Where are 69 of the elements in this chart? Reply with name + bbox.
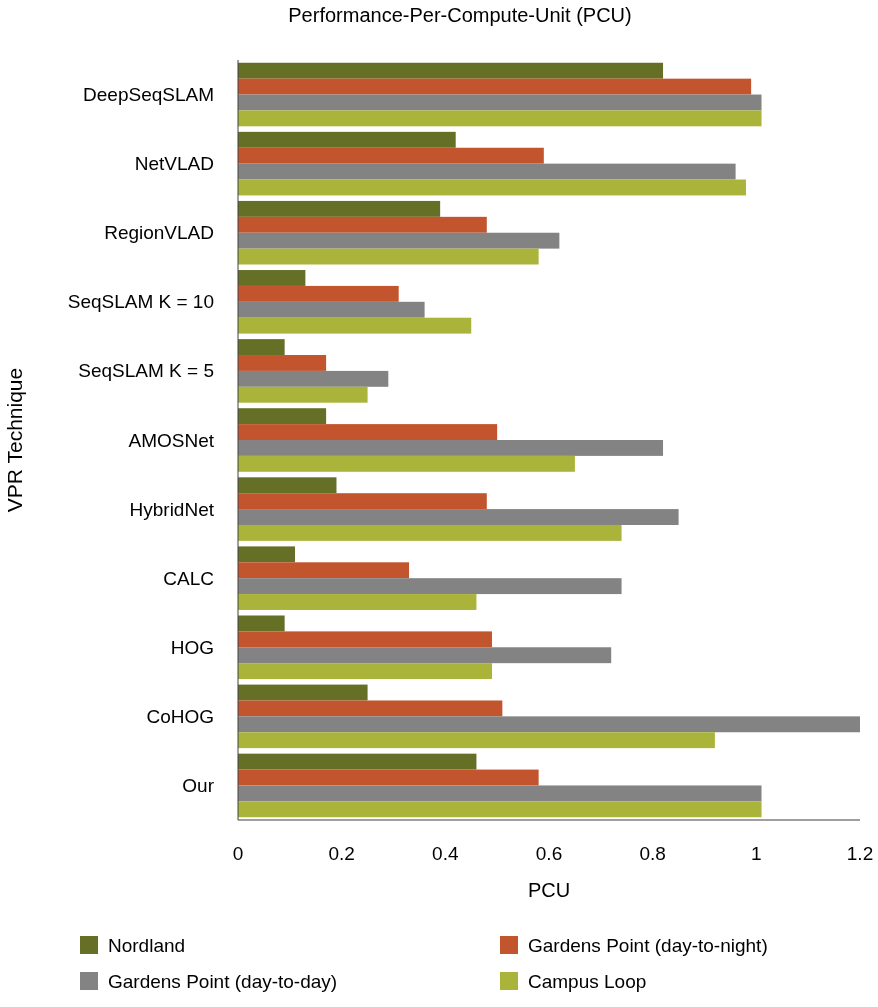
bar xyxy=(238,78,752,95)
y-tick-label: SeqSLAM K = 10 xyxy=(67,291,214,313)
bar xyxy=(238,339,285,356)
bar xyxy=(238,232,560,249)
legend-label: Nordland xyxy=(108,934,186,956)
y-tick-label: HOG xyxy=(170,636,214,658)
y-tick-label: SeqSLAM K = 5 xyxy=(78,360,214,382)
bar xyxy=(238,62,664,79)
bar xyxy=(238,716,860,733)
bar xyxy=(238,386,368,403)
x-tick-label: 0.2 xyxy=(328,843,355,864)
bar xyxy=(238,355,327,371)
x-tick-label: 0 xyxy=(232,843,244,864)
bar xyxy=(238,216,487,233)
bar xyxy=(238,94,762,111)
y-tick-label: Our xyxy=(182,774,215,796)
bar xyxy=(238,801,762,818)
bar xyxy=(238,147,544,164)
x-tick-label: 0.6 xyxy=(535,843,563,864)
bar xyxy=(238,769,539,786)
bar xyxy=(238,270,306,286)
y-tick-label: AMOSNet xyxy=(128,429,215,451)
bar xyxy=(238,163,736,180)
legend-label: Campus Loop xyxy=(528,970,647,992)
x-tick-label: 0.8 xyxy=(639,843,666,864)
bar xyxy=(238,562,410,579)
x-tick-label: 1.2 xyxy=(846,843,874,864)
bar xyxy=(238,594,477,610)
legend-label: Gardens Point (day-to-day) xyxy=(108,970,338,992)
x-axis-title: PCU xyxy=(527,879,571,901)
bar xyxy=(238,647,612,664)
x-tick-label: 0.4 xyxy=(432,843,459,864)
bar xyxy=(238,285,399,302)
bar xyxy=(238,110,762,127)
bar xyxy=(238,455,575,472)
bar xyxy=(238,785,762,802)
bar xyxy=(238,477,337,494)
bar xyxy=(238,684,368,701)
x-tick-label: 1 xyxy=(751,843,762,864)
bar xyxy=(238,370,389,387)
bar xyxy=(238,131,456,148)
y-tick-label: CALC xyxy=(163,567,214,589)
y-tick-label: HybridNet xyxy=(129,498,215,520)
y-tick-label: DeepSeqSLAM xyxy=(83,84,214,106)
y-tick-label: NetVLAD xyxy=(134,153,214,175)
bar xyxy=(238,753,477,770)
bar xyxy=(238,524,622,541)
y-tick-label: RegionVLAD xyxy=(104,222,214,244)
bar xyxy=(238,546,296,563)
bar xyxy=(238,248,539,265)
bar xyxy=(238,493,487,510)
y-axis-title: VPR Technique xyxy=(3,367,26,513)
bar xyxy=(238,663,492,680)
bar xyxy=(238,732,715,749)
bar xyxy=(238,440,664,456)
legend-label: Gardens Point (day-to-night) xyxy=(528,934,768,956)
bar xyxy=(238,317,472,334)
bar xyxy=(238,631,492,648)
bar xyxy=(238,509,679,525)
bar xyxy=(238,700,503,717)
bar xyxy=(238,179,746,196)
chart-title: Performance-Per-Compute-Unit (PCU) xyxy=(288,4,632,26)
bar xyxy=(238,408,327,425)
bar xyxy=(238,578,622,595)
bar xyxy=(238,615,285,632)
bar xyxy=(238,200,441,217)
bar xyxy=(238,424,498,440)
bar xyxy=(238,301,425,318)
y-tick-label: CoHOG xyxy=(146,705,214,727)
